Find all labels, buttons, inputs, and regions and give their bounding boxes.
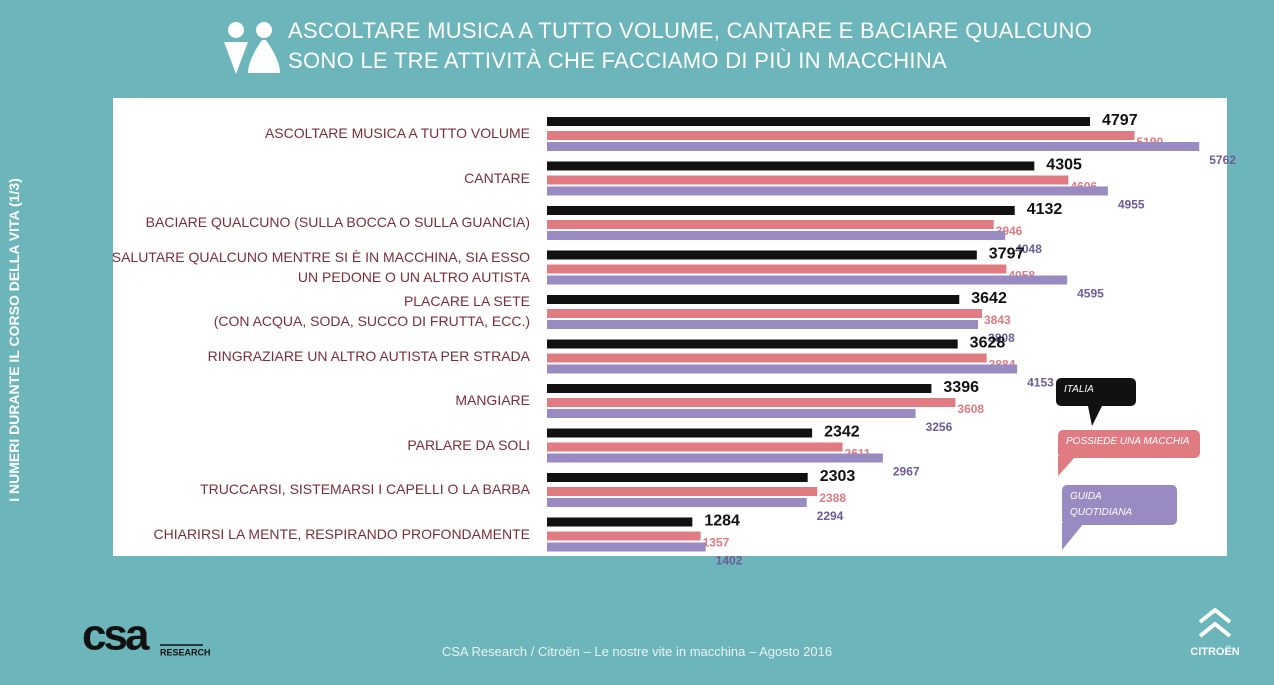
- category-label: TRUCCARSI, SISTEMARSI I CAPELLI O LA BAR…: [200, 481, 530, 497]
- legend-entry-box: POSSIEDE UNA MACCHIA: [1066, 436, 1190, 447]
- value-label: 3608: [957, 402, 984, 416]
- bar: [547, 320, 979, 329]
- csa-logo-text: csa: [82, 611, 150, 660]
- bar: [547, 428, 813, 438]
- bar: [547, 131, 1135, 140]
- citroen-logo: CITROËN: [1190, 607, 1240, 658]
- bar: [547, 542, 706, 552]
- category-label: BACIARE QUALCUNO (SULLA BOCCA O SULLA GU…: [145, 214, 530, 230]
- legend-bubble-tail: [1088, 406, 1102, 426]
- value-label: 2388: [819, 491, 846, 505]
- category-label: PLACARE LA SETE (CON ACQUA, SODA, SUCCO …: [213, 293, 530, 329]
- bar: [547, 231, 1006, 240]
- legend-bubble: [1062, 485, 1177, 525]
- value-label: 4048: [1015, 242, 1042, 256]
- value-label: 4153: [1027, 376, 1054, 390]
- value-label: 4595: [1077, 287, 1104, 301]
- legend-bubble: [1058, 430, 1200, 458]
- value-label: 2342: [824, 424, 860, 441]
- chart-title: ASCOLTARE MUSICA A TUTTO VOLUME, CANTARE…: [288, 18, 1093, 73]
- value-label: 5762: [1209, 153, 1236, 167]
- title-icon: [224, 22, 280, 74]
- value-label: 3396: [943, 379, 979, 396]
- category-label: MANGIARE: [455, 392, 530, 408]
- value-label: 2303: [820, 468, 856, 485]
- bar: [547, 206, 1015, 215]
- bar: [547, 264, 1007, 274]
- value-label: 3628: [970, 335, 1006, 352]
- category-label: CANTARE: [464, 169, 530, 186]
- bar: [547, 353, 987, 363]
- value-label: 2294: [817, 509, 844, 523]
- value-label: 1402: [716, 554, 743, 568]
- category-label: ASCOLTARE MUSICA A TUTTO VOLUME: [264, 125, 530, 141]
- bar: [547, 398, 956, 407]
- bar: [547, 142, 1200, 151]
- bar: [547, 309, 983, 318]
- value-label: 3256: [926, 420, 953, 434]
- bar: [547, 409, 916, 418]
- legend-bubble-tail: [1062, 523, 1084, 550]
- value-label: 4797: [1102, 112, 1138, 129]
- bar: [547, 517, 693, 527]
- category-label: SALUTARE QUALCUNO MENTRE SI È IN MACCHIN…: [111, 248, 530, 285]
- value-label: 1284: [704, 513, 740, 530]
- bar: [547, 364, 1018, 374]
- legend-bubble: [1056, 378, 1136, 406]
- category-label: PARLARE DA SOLI: [407, 436, 530, 453]
- value-label: 3642: [971, 290, 1007, 307]
- legend-label: POSSIEDE UNA MACCHIA: [1066, 436, 1190, 447]
- csa-research-text: RESEARCH: [160, 647, 211, 657]
- legend-bubble-tail: [1058, 456, 1076, 476]
- value-label: 3843: [984, 313, 1011, 327]
- legend-label: GUIDA QUOTIDIANAMENTE: [1070, 491, 1133, 518]
- bar: [547, 295, 960, 304]
- bar: [547, 453, 883, 463]
- bar: [547, 117, 1090, 126]
- bar: [547, 250, 977, 260]
- value-label: 4132: [1027, 201, 1063, 218]
- bar: [547, 275, 1068, 285]
- value-label: 4305: [1046, 157, 1082, 174]
- legend-label: ITALIA: [1064, 384, 1094, 395]
- bar: [547, 498, 807, 507]
- bar: [547, 175, 1069, 185]
- bar: [547, 384, 932, 393]
- bar: [547, 442, 843, 452]
- bar: [547, 473, 808, 482]
- value-label: 1357: [703, 536, 730, 550]
- bar: [547, 161, 1035, 171]
- category-label: CHIARIRSI LA MENTE, RESPIRANDO PROFONDAM…: [153, 525, 531, 542]
- csa-logo: csa RESEARCH: [82, 611, 211, 660]
- legend-entry-box: ITALIA: [1064, 384, 1094, 395]
- bar: [547, 487, 818, 496]
- bar: [547, 531, 701, 541]
- bar: [547, 220, 994, 229]
- legend-entry-box: GUIDA QUOTIDIANAMENTE: [1070, 491, 1133, 518]
- value-label: 4955: [1118, 198, 1145, 212]
- citroen-text: CITROËN: [1190, 645, 1240, 658]
- bar: [547, 339, 958, 349]
- value-label: 3797: [989, 246, 1025, 263]
- footer: CSA Research / Citroën – Le nostre vite …: [441, 644, 833, 659]
- category-label: RINGRAZIARE UN ALTRO AUTISTA PER STRADA: [207, 347, 530, 364]
- value-label: 2967: [893, 465, 920, 479]
- bar: [547, 186, 1108, 196]
- value-label: 3808: [988, 331, 1015, 345]
